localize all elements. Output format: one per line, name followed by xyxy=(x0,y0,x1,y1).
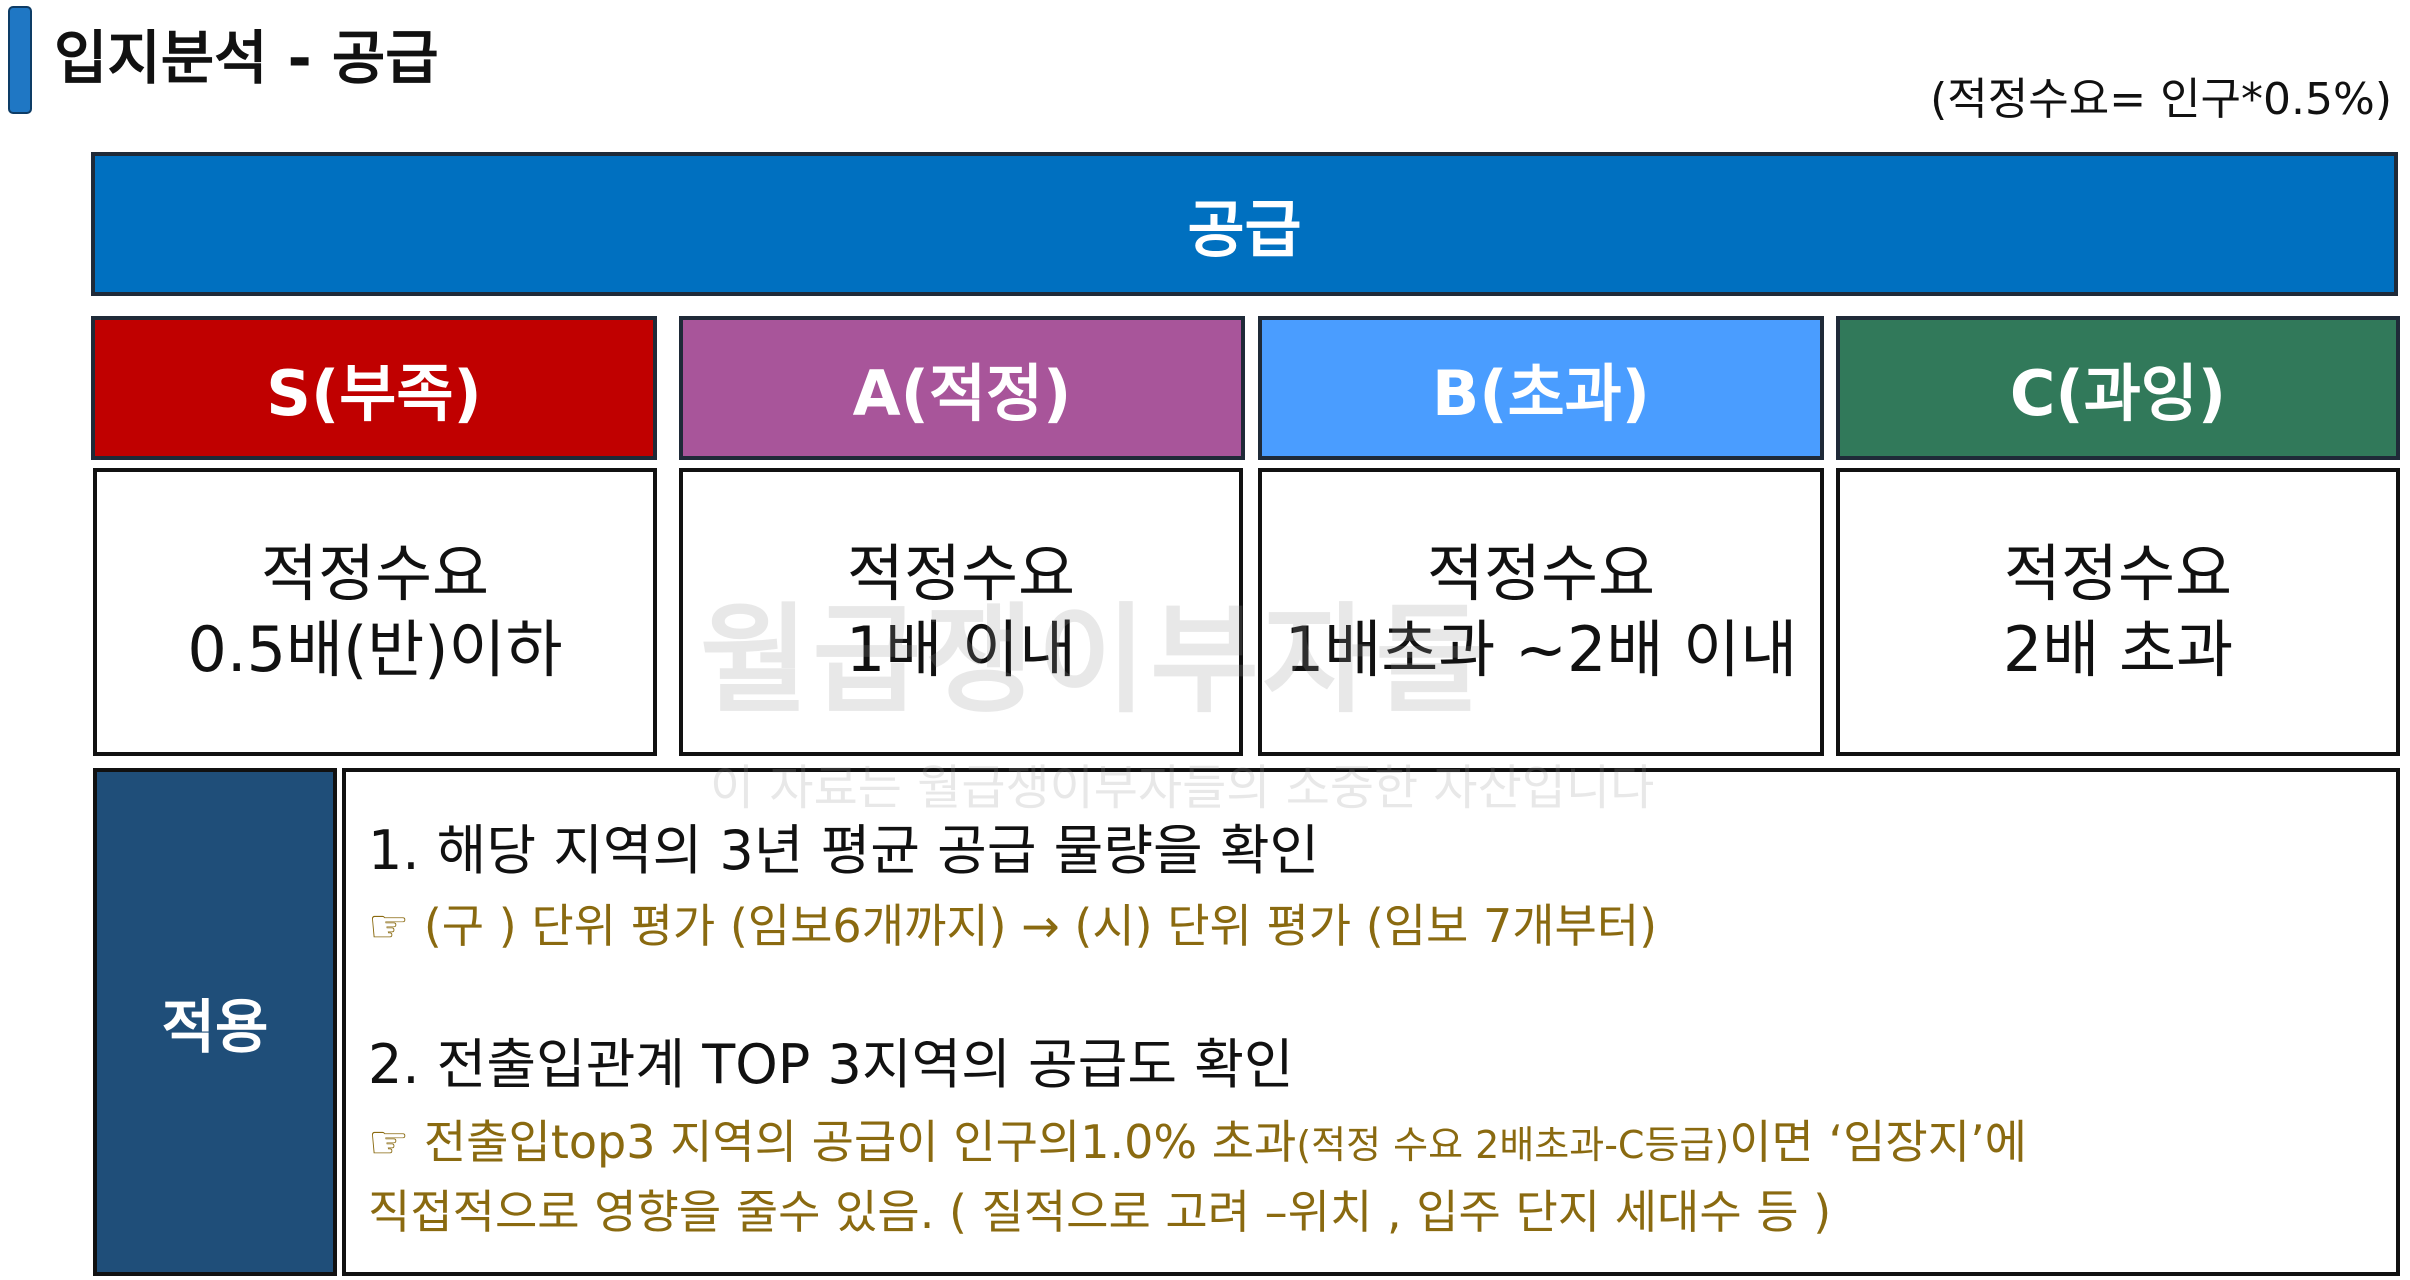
criteria-line: 적정수요 xyxy=(1426,537,1656,610)
apply-item-1-note: ☞ (구 ) 단위 평가 (임보6개까지) → (시) 단위 평가 (임보 7개… xyxy=(368,899,1658,953)
formula-note: (적정수요= 인구*0.5%) xyxy=(1930,74,2392,125)
supply-header: 공급 xyxy=(91,152,2398,296)
grade-a-header: A(적정) xyxy=(679,316,1245,460)
apply-label: 적용 xyxy=(93,768,337,1276)
apply-item-2-note-part2: 이면 ‘임장지’에 xyxy=(1729,1115,2028,1169)
criteria-value: 2배 초과 xyxy=(2002,613,2234,686)
grade-b-criteria: 적정수요 1배초과 ~2배 이내 xyxy=(1258,468,1824,756)
apply-item-2-note-line2: 직접적으로 영향을 줄수 있음. ( 질적으로 고려 –위치 , 입주 단지 세… xyxy=(368,1185,1832,1239)
grade-b-header: B(초과) xyxy=(1258,316,1824,460)
apply-item-2-note: ☞ 전출입top3 지역의 공급이 인구의1.0% 초과(적정 수요 2배초과-… xyxy=(368,1112,2027,1175)
grade-c-header: C(과잉) xyxy=(1836,316,2400,460)
criteria-value: 1배초과 ~2배 이내 xyxy=(1284,613,1798,686)
grade-s-header: S(부족) xyxy=(91,316,657,460)
criteria-value: 0.5배(반)이하 xyxy=(187,613,563,686)
criteria-value: 1배 이내 xyxy=(845,613,1077,686)
apply-item-2-note-part1: ☞ 전출입top3 지역의 공급이 인구의1.0% 초과 xyxy=(368,1115,1297,1169)
criteria-line: 적정수요 xyxy=(2003,537,2233,610)
page-title: 입지분석 - 공급 xyxy=(54,24,439,92)
criteria-line: 적정수요 xyxy=(846,537,1076,610)
criteria-line: 적정수요 xyxy=(260,537,490,610)
grade-c-criteria: 적정수요 2배 초과 xyxy=(1836,468,2400,756)
apply-item-1-title: 1. 해당 지역의 3년 평균 공급 물량을 확인 xyxy=(368,819,1320,882)
grade-s-criteria: 적정수요 0.5배(반)이하 xyxy=(93,468,657,756)
apply-item-2-note-grade: (적정 수요 2배초과-C등급) xyxy=(1296,1123,1730,1167)
grade-a-criteria: 적정수요 1배 이내 xyxy=(679,468,1243,756)
title-accent-bar xyxy=(8,6,32,114)
apply-content: 1. 해당 지역의 3년 평균 공급 물량을 확인 ☞ (구 ) 단위 평가 (… xyxy=(342,768,2400,1276)
apply-item-2-title: 2. 전출입관계 TOP 3지역의 공급도 확인 xyxy=(368,1033,1294,1096)
